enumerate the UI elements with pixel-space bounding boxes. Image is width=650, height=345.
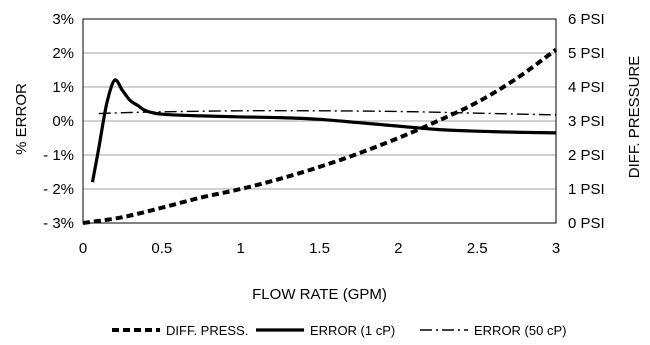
plot-frame	[82, 18, 557, 224]
y-left-tick-label: 0%	[52, 113, 74, 130]
grid	[83, 18, 556, 224]
x-axis-label: FLOW RATE (GPM)	[252, 286, 387, 303]
y-left-tick-label: - 3%	[43, 215, 74, 232]
y-right-tick-label: 5 PSI	[568, 45, 605, 62]
series-layer	[82, 47, 558, 225]
legend-item: DIFF. PRESS.	[166, 323, 248, 338]
y-axis-left-label: % ERROR	[13, 83, 30, 155]
y-right-tick-label: 3 PSI	[568, 113, 605, 130]
legend-item: ERROR (50 cP)	[474, 323, 566, 338]
y-axis-right-label: DIFF. PRESSURE	[626, 56, 643, 179]
series-line-3	[98, 109, 557, 116]
x-tick-label: 1.5	[309, 240, 330, 257]
y-right-tick-label: 0 PSI	[568, 215, 605, 232]
x-tick-label: 0	[79, 240, 87, 257]
y-right-tick-label: 6 PSI	[568, 11, 605, 28]
x-tick-label: 2	[394, 240, 402, 257]
x-tick-label: 2.5	[467, 240, 488, 257]
x-tick-label: 1	[236, 240, 244, 257]
legend: DIFF. PRESS. ERROR (1 cP) ERROR (50 cP)	[112, 323, 566, 338]
series-line-2	[90, 78, 557, 183]
y-left-tick-label: 1%	[52, 79, 74, 96]
y-left-tick-label: 2%	[52, 45, 74, 62]
y-right-tick-label: 4 PSI	[568, 79, 605, 96]
y-left-tick-label: - 2%	[43, 181, 74, 198]
y-right-tick-label: 1 PSI	[568, 181, 605, 198]
y-left-tick-label: 3%	[52, 11, 74, 28]
y-right-tick-label: 2 PSI	[568, 147, 605, 164]
legend-item: ERROR (1 cP)	[310, 323, 395, 338]
x-tick-label: 0.5	[151, 240, 172, 257]
series-line-1	[82, 47, 558, 225]
ticks-layer: 3% 2% 1% 0% - 1% - 2% - 3% 6 PSI 5 PSI 4 PSI 3 PSI…	[43, 11, 605, 257]
y-left-tick-label: - 1%	[43, 147, 74, 164]
x-tick-label: 3	[552, 240, 560, 257]
